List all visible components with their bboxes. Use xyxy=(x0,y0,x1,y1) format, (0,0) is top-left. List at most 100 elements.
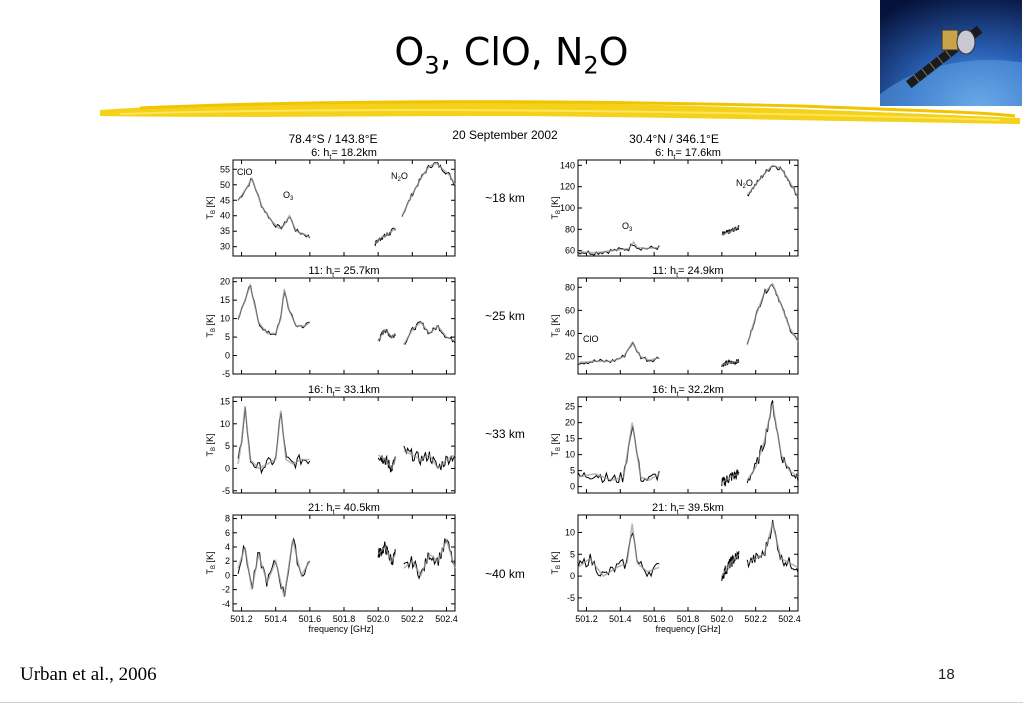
left-panel-4-xtick-label: 501.4 xyxy=(264,614,287,624)
left-panel-2-title: 11: ht= 25.7km xyxy=(308,265,379,279)
satellite-earth-icon xyxy=(880,0,1022,106)
left-panel-3-ylabel-unit: [K] xyxy=(205,433,215,447)
right-panel-3-title-prefix: 16: h xyxy=(652,384,676,396)
left-panel-3-ylabel: TB [K] xyxy=(205,433,217,456)
left-panel-1-fit-3 xyxy=(401,162,456,217)
left-panel-4-xtick-label: 502.4 xyxy=(435,614,458,624)
date-label: 20 September 2002 xyxy=(452,128,558,142)
left-panel-3-fit-1 xyxy=(237,405,310,470)
right-panel-3-ylabel-unit: [K] xyxy=(550,433,560,447)
left-panel-2-fit-3 xyxy=(403,321,456,345)
right-panel-4-xtick-label: 502.0 xyxy=(711,614,734,624)
right-panel-1-ytick-label: 140 xyxy=(560,160,575,170)
left-panel-4-ylabel-sub: B xyxy=(211,565,217,569)
left-panel-3-frame xyxy=(232,396,456,494)
left-location-label: 78.4°S / 143.8°E xyxy=(289,132,378,146)
right-panel-2-ytick-label: 60 xyxy=(565,305,575,315)
right-panel-3-fit-1 xyxy=(577,422,660,482)
left-panel-2-ylabel-sub: B xyxy=(211,328,217,332)
left-panel-2-title-prefix: 11: h xyxy=(308,265,332,277)
left-panel-1-ytick-label: 30 xyxy=(220,242,230,252)
right-panel-3-ylabel: TB [K] xyxy=(550,433,562,456)
right-panel-2-ytick-label: 40 xyxy=(565,329,575,339)
left-panel-1-ytick-label: 55 xyxy=(220,164,230,174)
title-n2-subscript: 2 xyxy=(583,51,599,80)
right-panel-3-spectrum-3 xyxy=(746,400,799,484)
right-panel-4-xtick-label: 502.4 xyxy=(778,614,801,624)
left-panel-4-ytick-label: 8 xyxy=(225,514,230,524)
left-panel-3-ytick-label: 5 xyxy=(225,441,230,451)
slide-title: O3, ClO, N2O xyxy=(0,30,1023,80)
right-panel-2-title-prefix: 11: h xyxy=(652,265,676,277)
right-panel-3-title-subscript: t xyxy=(676,391,678,398)
left-1-o3-main: O xyxy=(283,190,290,200)
right-panel-3-ytick-label: 0 xyxy=(570,482,575,492)
left-panel-2-spectrum-1 xyxy=(237,284,310,336)
right-panel-4-fit-3 xyxy=(746,520,799,569)
right-panel-1-ylabel-main: T xyxy=(550,214,560,220)
right-panel-4-xtick-label: 501.4 xyxy=(609,614,632,624)
right-panel-1-ylabel-sub: B xyxy=(556,210,562,214)
right-panel-1-ytick-label: 60 xyxy=(565,246,575,256)
right-panel-3-ytick-label: 20 xyxy=(565,418,575,428)
left-panel-3-spectrum-3 xyxy=(403,445,456,471)
right-panel-2-ylabel-main: T xyxy=(550,332,560,338)
right-panel-4-title-subscript: t xyxy=(676,509,678,516)
right-panel-4-xtick-label: 501.8 xyxy=(677,614,700,624)
left-panel-2-title-suffix: = 25.7km xyxy=(334,265,380,277)
left-panel-2-fit-1 xyxy=(237,282,311,335)
left-panel-1-ylabel-unit: [K] xyxy=(205,196,215,210)
left-panel-4-xtick-label: 501.8 xyxy=(333,614,356,624)
left-panel-3-spectrum-2 xyxy=(377,454,396,473)
left-panel-4-ytick-label: -2 xyxy=(222,585,230,595)
right-panel-4-title-suffix: = 39.5km xyxy=(678,502,724,514)
right-panel-3-ytick-label: 5 xyxy=(570,466,575,476)
right-panel-4-xtick-label: 501.6 xyxy=(643,614,666,624)
left-panel-3-title-suffix: = 33.1km xyxy=(334,384,380,396)
left-panel-1-ylabel-main: T xyxy=(205,214,215,220)
footer-divider xyxy=(0,702,1023,703)
left-panel-4-title-prefix: 21: h xyxy=(308,502,332,514)
left-panel-2-ylabel-unit: [K] xyxy=(205,314,215,328)
left-panel-3-ytick-label: 15 xyxy=(220,396,230,406)
right-panel-4-spectrum-3 xyxy=(746,519,799,573)
right-panel-2-ytick-label: 20 xyxy=(565,352,575,362)
left-panel-3-title-subscript: t xyxy=(332,391,334,398)
left-panel-4-title: 21: ht= 40.5km xyxy=(308,502,380,516)
right-panel-4-xtick-label: 502.2 xyxy=(744,614,767,624)
right-panel-2-ytick-label: 80 xyxy=(565,282,575,292)
right-panel-4-ytick-label: -5 xyxy=(567,593,575,603)
right-xlabel: frequency [GHz] xyxy=(655,624,720,634)
left-panel-2-ytick-label: 20 xyxy=(220,277,230,287)
left-panel-1-frame xyxy=(232,159,456,257)
right-panel-1-fit-2 xyxy=(721,226,740,236)
right-panel-3-ytick-label: 10 xyxy=(565,450,575,460)
right-panel-3-title: 16: ht= 32.2km xyxy=(652,384,724,398)
left-panel-4-xtick-label: 501.2 xyxy=(230,614,253,624)
left-panel-4-ytick-label: 6 xyxy=(225,528,230,538)
page-number: 18 xyxy=(938,666,955,683)
right-panel-2-ylabel: TB [K] xyxy=(550,314,562,337)
right-panel-4-title-prefix: 21: h xyxy=(652,502,676,514)
citation: Urban et al., 2006 xyxy=(20,664,157,685)
right-1-o3-sub: 3 xyxy=(629,227,633,233)
right-panel-1-title-subscript: t xyxy=(673,154,675,161)
right-panel-3-ylabel-main: T xyxy=(550,451,560,457)
left-panel-4-xtick-label: 502.2 xyxy=(401,614,424,624)
left-panel-1-title-subscript: t xyxy=(329,154,331,161)
right-1-n2o-n: N xyxy=(736,178,743,188)
right-panel-3-title-suffix: = 32.2km xyxy=(678,384,724,396)
right-panel-1-title-suffix: = 17.6km xyxy=(675,147,721,159)
left-panel-3-ytick-label: 10 xyxy=(220,419,230,429)
left-panel-4-title-subscript: t xyxy=(332,509,334,516)
right-panel-1-ytick-label: 120 xyxy=(560,182,575,192)
right-panel-4-ylabel-sub: B xyxy=(556,565,562,569)
right-panel-3-ytick-label: 15 xyxy=(565,434,575,444)
right-panel-1-fit-1 xyxy=(577,240,660,254)
left-panel-3-ytick-label: -5 xyxy=(222,486,230,496)
left-panel-3-ytick-label: 0 xyxy=(225,463,230,473)
left-panel-4-ytick-label: 4 xyxy=(225,542,230,552)
left-panel-4-spectrum-2 xyxy=(377,541,396,566)
